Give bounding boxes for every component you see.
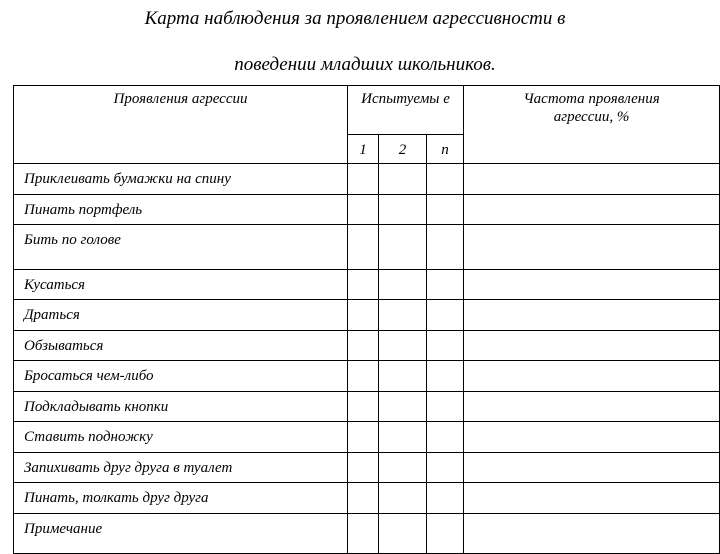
subject-2-cell[interactable] (378, 482, 427, 514)
row-label: Ставить подножку (13, 421, 348, 453)
table-row: Ставить подножку (13, 421, 720, 453)
subject-1-cell[interactable] (347, 482, 379, 514)
row-label: Приклеивать бумажки на спину (13, 163, 348, 195)
table-row: Примечание (13, 513, 720, 554)
subject-1-cell[interactable] (347, 421, 379, 453)
table-row: Пинать, толкать друг друга (13, 482, 720, 514)
row-label: Кусаться (13, 269, 348, 300)
header-manifestations: Проявления агрессии (13, 85, 348, 164)
frequency-cell[interactable] (463, 513, 720, 554)
subject-1-cell[interactable] (347, 194, 379, 225)
frequency-cell[interactable] (463, 224, 720, 270)
subject-2-cell[interactable] (378, 299, 427, 331)
subject-n-cell[interactable] (425, 269, 465, 300)
row-label: Пинать, толкать друг друга (13, 482, 348, 514)
table-row: Обзываться (13, 330, 720, 361)
table-row: Драться (13, 299, 720, 331)
table-row: Приклеивать бумажки на спину (13, 163, 720, 195)
subject-1-cell[interactable] (347, 330, 379, 361)
frequency-cell[interactable] (463, 330, 720, 361)
row-label: Обзываться (13, 330, 348, 361)
row-label: Бросаться чем-либо (13, 360, 348, 392)
document-title-line-1: Карта наблюдения за проявлением агрессив… (144, 8, 566, 29)
subject-1-cell[interactable] (347, 513, 379, 554)
subject-n-cell[interactable] (425, 360, 465, 392)
row-label: Запихивать друг друга в туалет (13, 452, 348, 483)
subject-n-cell[interactable] (425, 452, 465, 483)
frequency-cell[interactable] (463, 391, 720, 422)
frequency-cell[interactable] (463, 421, 720, 453)
subject-1-cell[interactable] (347, 452, 379, 483)
subject-n-cell[interactable] (425, 421, 465, 453)
row-label: Пинать портфель (13, 194, 348, 225)
frequency-cell[interactable] (463, 163, 720, 195)
table-row: Бросаться чем-либо (13, 360, 720, 392)
document-title-line-2: поведении младших школьников. (234, 54, 496, 75)
subject-n-cell[interactable] (425, 163, 465, 195)
subject-2-cell[interactable] (378, 391, 427, 422)
subject-2-cell[interactable] (378, 163, 427, 195)
subject-n-cell[interactable] (425, 482, 465, 514)
subject-2-cell[interactable] (378, 360, 427, 392)
table-row: Пинать портфель (13, 194, 720, 225)
subject-1-cell[interactable] (347, 269, 379, 300)
subject-n-cell[interactable] (425, 194, 465, 225)
table-row: Кусаться (13, 269, 720, 300)
frequency-cell[interactable] (463, 299, 720, 331)
header-subjects: Испытуемы е (346, 85, 465, 135)
subject-1-cell[interactable] (347, 224, 379, 270)
frequency-cell[interactable] (463, 482, 720, 514)
frequency-cell[interactable] (463, 269, 720, 300)
header-subject-n: n (425, 134, 465, 164)
subject-2-cell[interactable] (378, 194, 427, 225)
subject-2-cell[interactable] (378, 330, 427, 361)
table-row: Запихивать друг друга в туалет (13, 452, 720, 483)
frequency-cell[interactable] (463, 360, 720, 392)
subject-2-cell[interactable] (378, 513, 427, 554)
row-label: Примечание (13, 513, 348, 554)
subject-1-cell[interactable] (347, 163, 379, 195)
subject-n-cell[interactable] (425, 513, 465, 554)
subject-1-cell[interactable] (347, 391, 379, 422)
subject-1-cell[interactable] (347, 360, 379, 392)
table-row: Бить по голове (13, 224, 720, 270)
subject-n-cell[interactable] (425, 330, 465, 361)
subject-2-cell[interactable] (378, 224, 427, 270)
subject-2-cell[interactable] (378, 421, 427, 453)
frequency-cell[interactable] (463, 452, 720, 483)
header-subject-1: 1 (347, 134, 379, 164)
row-label: Бить по голове (13, 224, 348, 270)
table-row: Подкладывать кнопки (13, 391, 720, 422)
subject-n-cell[interactable] (425, 391, 465, 422)
header-subject-2: 2 (378, 134, 427, 164)
subject-2-cell[interactable] (378, 452, 427, 483)
frequency-cell[interactable] (463, 194, 720, 225)
subject-n-cell[interactable] (425, 224, 465, 270)
subject-1-cell[interactable] (347, 299, 379, 331)
header-frequency: Частота проявления агрессии, % (463, 85, 720, 164)
row-label: Драться (13, 299, 348, 331)
row-label: Подкладывать кнопки (13, 391, 348, 422)
observation-table: Проявления агрессии Испытуемы е Частота … (13, 85, 720, 554)
subject-2-cell[interactable] (378, 269, 427, 300)
subject-n-cell[interactable] (425, 299, 465, 331)
